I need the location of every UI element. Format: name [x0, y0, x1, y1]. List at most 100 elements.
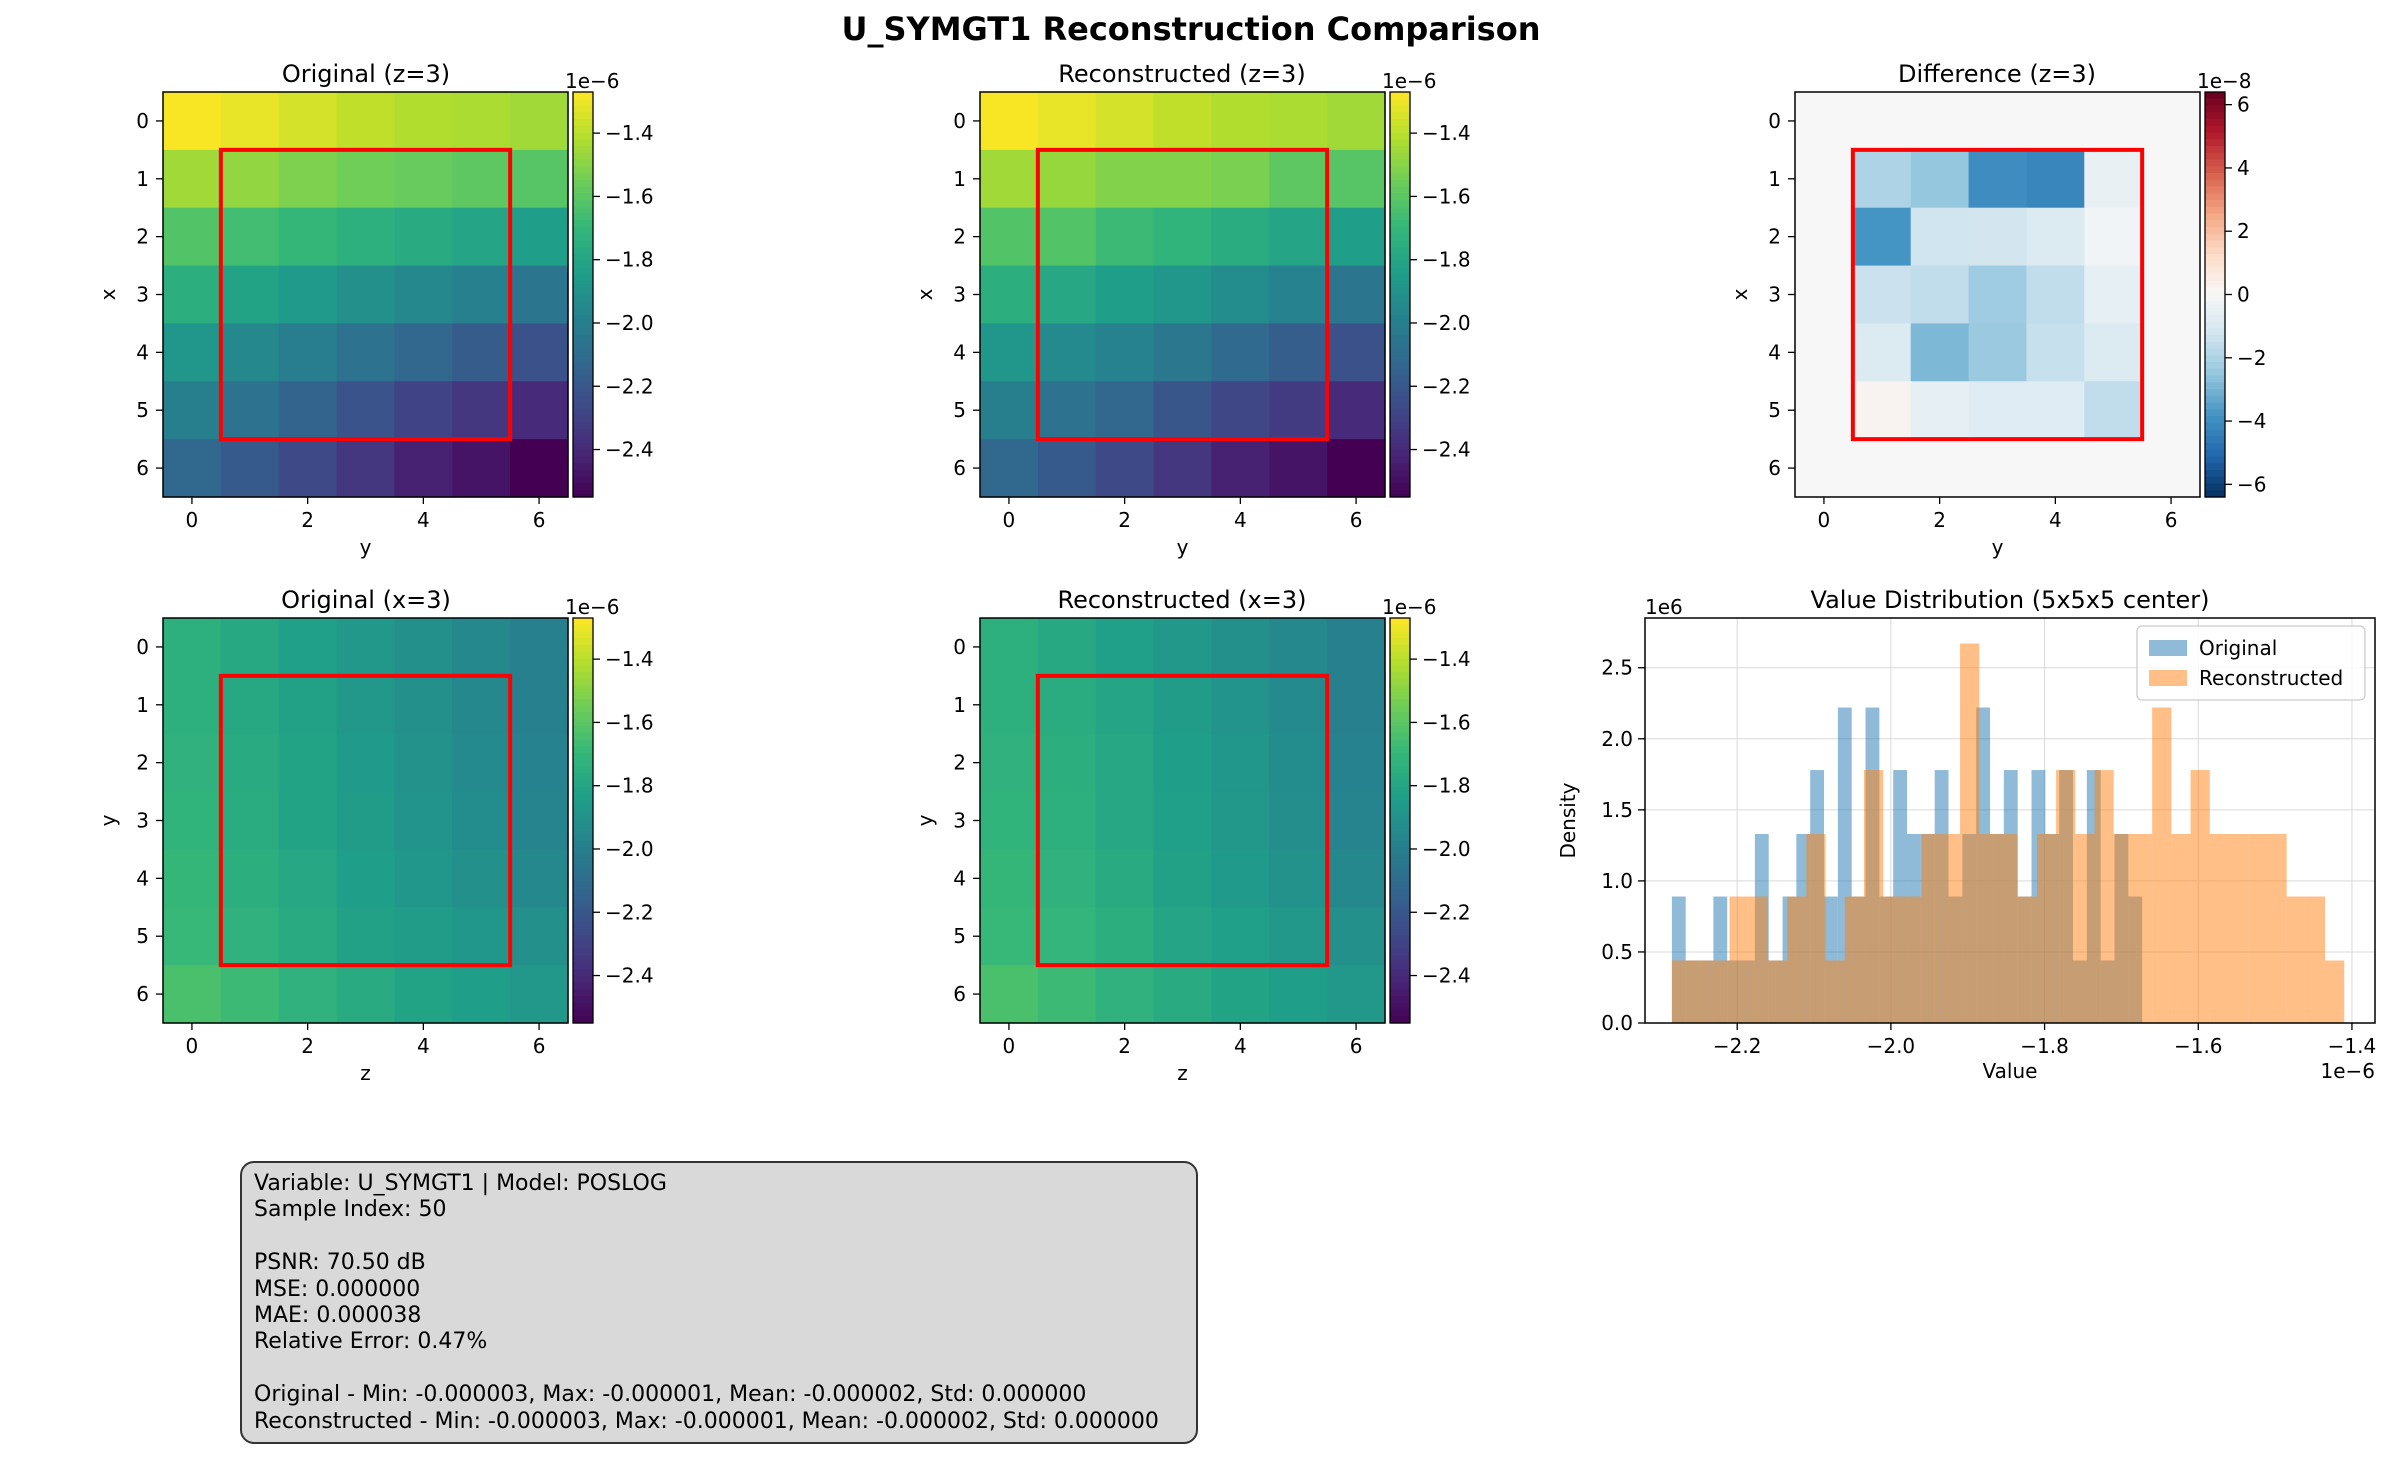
heatmap-cell	[394, 323, 453, 382]
colorbar-segment	[573, 294, 593, 302]
histogram-bar	[1825, 960, 1845, 1023]
heatmap-cell	[220, 965, 280, 1024]
heatmap-cell	[1795, 323, 1854, 382]
colorbar-segment	[1390, 308, 1410, 316]
heatmap-cell	[1327, 849, 1386, 908]
colorbar-segment	[573, 1002, 593, 1011]
colorbar-segment	[573, 301, 593, 309]
heatmap-cell	[278, 265, 338, 325]
heatmap-cell	[1153, 675, 1213, 735]
colorbar-segment	[1390, 389, 1410, 397]
histogram-bar	[1787, 896, 1807, 1023]
colorbar-segment	[2205, 443, 2225, 451]
colorbar-segment	[2205, 294, 2225, 302]
colorbar-segment	[573, 348, 593, 356]
heatmap-cell	[1327, 92, 1386, 151]
histogram-bar	[2267, 834, 2287, 1023]
heatmap-cell	[1037, 323, 1097, 382]
heatmap-cell	[1211, 849, 1270, 908]
colorbar-segment	[1390, 800, 1410, 808]
colorbar-tick-label: 4	[2237, 156, 2250, 180]
heatmap-cell	[1037, 381, 1097, 440]
histogram-bar	[2056, 770, 2076, 1023]
colorbar-segment	[1390, 213, 1410, 221]
colorbar-segment	[2205, 355, 2225, 363]
colorbar-segment	[2205, 314, 2225, 323]
heatmap-cell	[1153, 265, 1213, 325]
colorbar-segment	[573, 996, 593, 1004]
colorbar-segment	[573, 712, 593, 720]
histogram-bar	[1998, 834, 2018, 1023]
colorbar-segment	[1390, 847, 1410, 855]
histogram-bar	[1691, 960, 1711, 1023]
colorbar-segment	[573, 894, 593, 903]
colorbar-segment	[1390, 834, 1410, 842]
heatmap-cell	[2026, 92, 2085, 151]
heatmap-cell	[1269, 265, 1328, 325]
colorbar-segment	[1390, 766, 1410, 774]
heatmap-cell	[980, 791, 1039, 851]
colorbar-segment	[573, 402, 593, 410]
colorbar-segment	[1390, 773, 1410, 781]
heatmap-cell	[2026, 207, 2085, 267]
y-tick-label: 4	[136, 866, 149, 890]
colorbar-segment	[2205, 125, 2225, 134]
heatmap-cell	[2084, 92, 2143, 151]
colorbar-segment	[1390, 780, 1410, 788]
colorbar-tick-label: −2.2	[1422, 900, 1471, 924]
colorbar-segment	[573, 813, 593, 822]
heatmap-cell	[1037, 733, 1097, 793]
colorbar-segment	[573, 631, 593, 639]
heatmap-cell	[1095, 965, 1155, 1024]
heatmap-cell	[278, 381, 338, 440]
colorbar-segment	[573, 362, 593, 370]
x-tick-label: 4	[417, 1034, 430, 1058]
y-tick-label: 5	[136, 398, 149, 422]
heatmap-cell	[1211, 791, 1270, 851]
panel-title: Reconstructed (z=3)	[1058, 60, 1305, 88]
heatmap-cell	[163, 207, 222, 267]
colorbar-segment	[2205, 152, 2225, 161]
heatmap-cell	[2084, 323, 2143, 382]
heatmap-cell	[452, 907, 511, 966]
colorbar-segment	[1390, 159, 1410, 167]
colorbar-tick-label: −1.4	[605, 647, 654, 671]
heatmap-cell	[1095, 149, 1155, 209]
mask-outline	[1850, 147, 2145, 442]
colorbar-segment	[2205, 267, 2225, 275]
colorbar-segment	[1390, 651, 1410, 660]
heatmap-cell	[2026, 265, 2085, 325]
heatmap-cell	[1211, 207, 1270, 267]
y-tick-label: 6	[136, 982, 149, 1006]
heatmap-cell	[336, 207, 396, 267]
x-tick-label: −1.6	[2174, 1034, 2223, 1058]
x-axis-label: y	[1177, 535, 1189, 559]
colorbar-segment	[573, 254, 593, 262]
heatmap-cell	[2084, 439, 2143, 498]
legend-frame	[2136, 625, 2366, 701]
colorbar-tick-label: −2.4	[605, 964, 654, 988]
x-tick-label: 2	[1118, 1034, 1131, 1058]
colorbar-segment	[2205, 416, 2225, 424]
x-offset-label: 1e−6	[2320, 1059, 2375, 1083]
heatmap-cell	[1852, 92, 1912, 151]
y-axis-label: x	[96, 288, 120, 300]
x-tick-label: 6	[533, 1034, 546, 1058]
colorbar-tick-label: −6	[2237, 472, 2266, 496]
colorbar-segment	[1390, 375, 1410, 383]
heatmap-cell	[220, 149, 280, 209]
histogram-bar	[1883, 896, 1903, 1023]
heatmap-cell	[1269, 733, 1328, 793]
colorbar-segment	[1390, 739, 1410, 747]
y-tick-label: 2	[1768, 225, 1781, 249]
colorbar-segment	[573, 780, 593, 788]
colorbar-segment	[2205, 389, 2225, 397]
colorbar-segment	[573, 193, 593, 201]
colorbar-segment	[573, 678, 593, 687]
colorbar-segment	[573, 969, 593, 977]
colorbar-segment	[1390, 948, 1410, 957]
heatmap-cell	[163, 618, 222, 677]
y-tick-label: 3	[953, 283, 966, 307]
heatmap-cell	[510, 439, 569, 498]
y-axis-label: Density	[1556, 782, 1580, 858]
